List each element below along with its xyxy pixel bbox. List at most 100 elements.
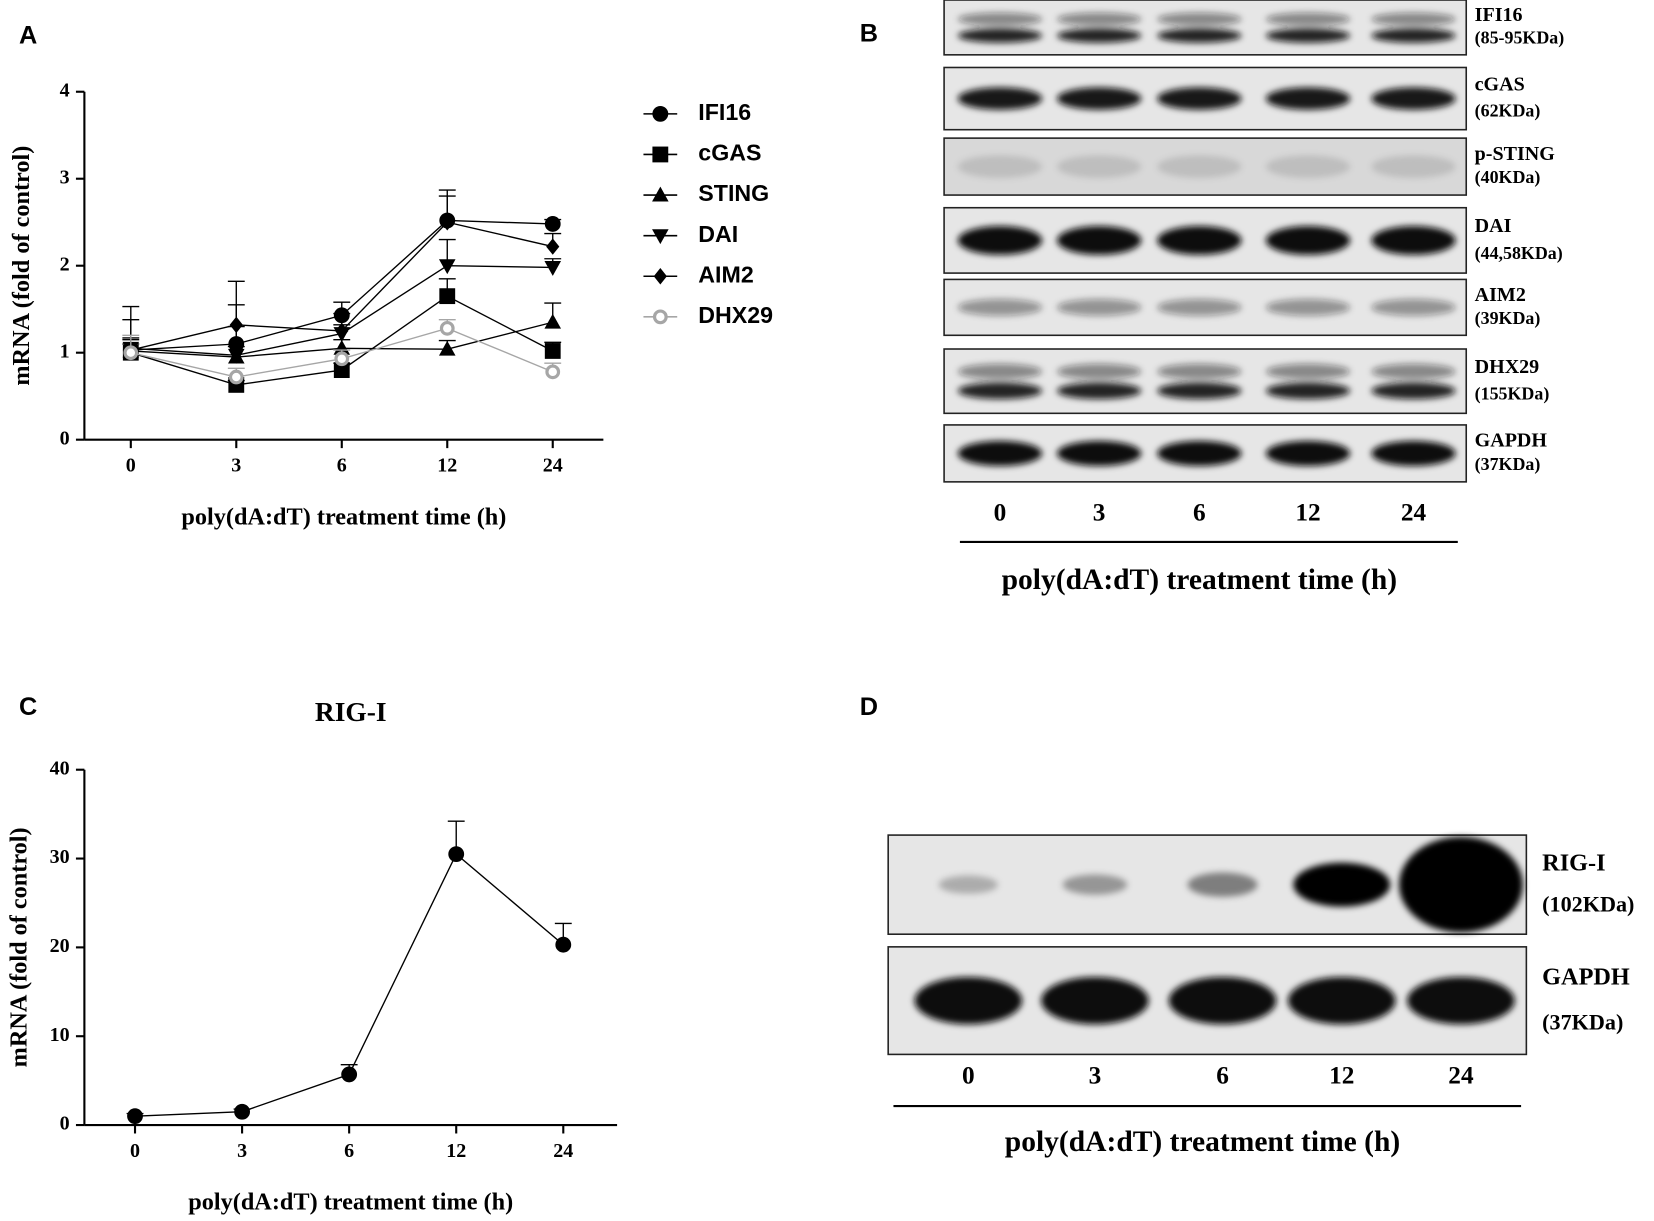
legend-label: cGAS <box>698 140 761 166</box>
band <box>1157 12 1242 26</box>
marker <box>546 238 560 255</box>
marker <box>545 364 561 380</box>
chart-title: RIG-I <box>315 697 387 727</box>
band <box>1371 298 1456 316</box>
y-tick-label: 0 <box>60 1113 70 1135</box>
marker <box>544 216 561 232</box>
x-axis-label: poly(dA:dT) treatment time (h) <box>181 503 506 530</box>
protein-label: RIG-I <box>1542 849 1605 876</box>
band <box>1157 382 1242 400</box>
band <box>1057 298 1142 316</box>
band <box>957 28 1043 43</box>
band <box>1407 976 1515 1025</box>
panel-letter: A <box>19 22 37 50</box>
band <box>957 298 1043 316</box>
blot-bands <box>957 226 1456 255</box>
x-tick-label: 0 <box>130 1140 140 1162</box>
band <box>1371 28 1456 43</box>
legend-label: STING <box>698 180 769 206</box>
x-tick-label: 3 <box>237 1140 247 1162</box>
lane-label: 12 <box>1329 1061 1354 1089</box>
lane-label: 0 <box>994 498 1007 526</box>
y-tick-label: 4 <box>60 79 70 101</box>
band <box>957 155 1043 178</box>
protein-label: GAPDH <box>1542 964 1630 991</box>
x-tick-label: 0 <box>126 455 136 477</box>
marker <box>652 309 668 325</box>
marker <box>438 259 456 275</box>
lane-label: 6 <box>1216 1061 1229 1089</box>
band <box>957 363 1043 380</box>
marker <box>440 213 454 231</box>
y-tick-label: 40 <box>50 757 70 779</box>
x-tick-label: 12 <box>437 455 457 477</box>
protein-label: DAI <box>1475 215 1512 237</box>
panel-letter: B <box>860 19 878 47</box>
lane-label: 0 <box>962 1061 975 1089</box>
band <box>1265 87 1351 110</box>
lane-label: 12 <box>1295 498 1320 526</box>
band <box>1057 363 1142 380</box>
band <box>1265 155 1351 178</box>
band <box>1157 155 1242 178</box>
band <box>1062 874 1128 895</box>
protein-label: p-STING <box>1475 143 1556 165</box>
size-label: (44,58KDa) <box>1475 243 1563 264</box>
marker <box>123 345 139 361</box>
band <box>1265 28 1351 43</box>
protein-label: cGAS <box>1475 74 1525 96</box>
blot-bands <box>914 976 1515 1025</box>
marker <box>652 186 669 202</box>
band <box>1057 155 1142 178</box>
band <box>957 440 1043 466</box>
blot-frame <box>943 0 1468 56</box>
blot-bands <box>957 440 1456 466</box>
marker <box>652 229 669 245</box>
x-tick-label: 12 <box>446 1140 466 1162</box>
band <box>1371 87 1456 110</box>
band <box>957 87 1043 110</box>
x-tick-label: 24 <box>543 455 563 477</box>
legend-label: DHX29 <box>698 302 773 328</box>
band <box>1057 12 1142 26</box>
panel-letter: C <box>19 693 37 721</box>
blot-bands <box>957 12 1456 43</box>
blot-bands <box>957 363 1456 400</box>
lane-label: 24 <box>1401 498 1427 526</box>
band <box>1371 440 1456 466</box>
band <box>1371 226 1456 255</box>
size-label: (37KDa) <box>1475 454 1541 475</box>
marker <box>544 343 561 359</box>
marker <box>439 288 456 305</box>
band <box>1399 836 1523 933</box>
y-tick-label: 2 <box>60 253 70 275</box>
marker <box>544 313 562 329</box>
band <box>1157 363 1242 380</box>
lane-label: 3 <box>1089 1061 1102 1089</box>
band <box>1157 87 1242 110</box>
size-label: (102KDa) <box>1542 892 1634 917</box>
blot-bands <box>957 298 1456 316</box>
marker <box>229 316 243 334</box>
band <box>938 875 998 894</box>
x-tick-label: 6 <box>337 455 347 477</box>
blot-x-label: poly(dA:dT) treatment time (h) <box>1005 1126 1400 1158</box>
marker <box>438 340 456 356</box>
marker <box>544 261 562 276</box>
band <box>1157 440 1242 466</box>
band <box>1371 155 1456 178</box>
size-label: (40KDa) <box>1475 167 1541 188</box>
marker <box>234 1103 250 1120</box>
legend-label: AIM2 <box>698 261 753 287</box>
band <box>1187 872 1258 897</box>
x-tick-label: 3 <box>231 455 241 477</box>
protein-label: GAPDH <box>1475 430 1548 452</box>
blot-bands <box>957 87 1456 110</box>
size-label: (39KDa) <box>1475 308 1541 329</box>
size-label: (37KDa) <box>1542 1009 1623 1034</box>
marker <box>228 348 245 364</box>
blot-bands <box>957 155 1456 178</box>
band <box>957 226 1043 255</box>
